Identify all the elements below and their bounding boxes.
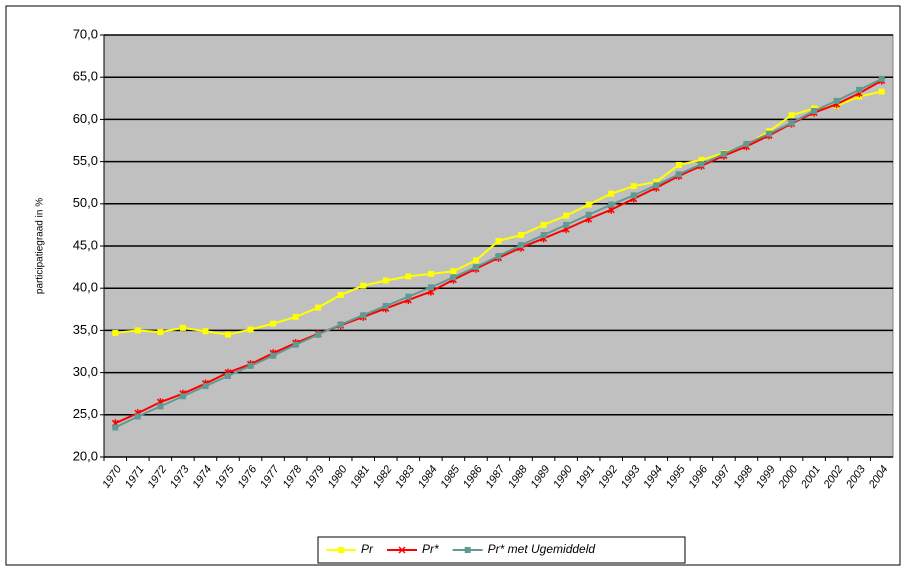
point: [450, 268, 457, 275]
point: [608, 201, 615, 208]
point: [382, 302, 389, 309]
point: [405, 293, 412, 300]
y-tick-label: 65,0: [73, 69, 98, 84]
point: [382, 277, 389, 284]
point: [833, 97, 840, 104]
y-tick-label: 55,0: [73, 153, 98, 168]
point: [247, 362, 254, 369]
point: [292, 313, 299, 320]
point: [112, 424, 119, 431]
y-tick-label: 60,0: [73, 111, 98, 126]
point: [788, 119, 795, 126]
point: [224, 372, 231, 379]
legend-label: Pr: [361, 542, 374, 556]
legend: Pr Pr* Pr* met Ugemiddeld: [317, 536, 686, 564]
y-axis-title: participatiegraad in %: [35, 198, 46, 294]
series: [112, 75, 885, 431]
point: [698, 161, 705, 168]
point: [179, 324, 186, 331]
point: [630, 183, 637, 190]
legend-label: Pr* met Ugemiddeld: [488, 542, 596, 556]
legend-label: Pr*: [422, 542, 439, 556]
point: [247, 326, 254, 333]
point: [585, 201, 592, 208]
point: [134, 327, 141, 334]
legend-marker: [398, 546, 406, 554]
point: [360, 282, 367, 289]
y-tick-label: 70,0: [73, 26, 98, 41]
point: [563, 212, 570, 219]
point: [495, 237, 502, 244]
point: [856, 86, 863, 93]
point: [811, 107, 818, 114]
point: [518, 232, 525, 239]
point: [675, 171, 682, 178]
point: [202, 328, 209, 335]
point: [450, 274, 457, 281]
y-tick-label: 35,0: [73, 322, 98, 337]
point: [518, 242, 525, 249]
point: [427, 284, 434, 291]
point: [315, 304, 322, 311]
point: [134, 413, 141, 420]
point: [608, 190, 615, 197]
y-tick-label: 25,0: [73, 406, 98, 421]
point: [315, 331, 322, 338]
point: [653, 178, 660, 185]
point: [360, 312, 367, 319]
point: [157, 403, 164, 410]
point: [337, 321, 344, 328]
point: [563, 221, 570, 228]
point: [405, 273, 412, 280]
point: [337, 291, 344, 298]
point: [292, 341, 299, 348]
point: [698, 156, 705, 163]
y-tick-label: 20,0: [73, 448, 98, 463]
point: [157, 329, 164, 336]
point: [270, 352, 277, 359]
point: [675, 161, 682, 168]
point: [179, 393, 186, 400]
point: [743, 140, 750, 147]
point: [427, 270, 434, 277]
point: [720, 151, 727, 158]
point: [653, 182, 660, 189]
point: [202, 383, 209, 390]
legend-item: Pr: [326, 542, 374, 556]
legend-marker: [464, 547, 471, 553]
y-tick-label: 45,0: [73, 237, 98, 252]
point: [495, 253, 502, 260]
point: [766, 130, 773, 137]
point: [585, 211, 592, 218]
point: [270, 320, 277, 327]
point: [540, 232, 547, 239]
point: [540, 221, 547, 228]
point: [878, 88, 885, 95]
y-tick-label: 30,0: [73, 364, 98, 379]
legend-marker: [338, 547, 344, 553]
point: [112, 329, 119, 336]
point: [878, 75, 885, 82]
point: [630, 192, 637, 199]
y-tick-label: 40,0: [73, 280, 98, 295]
point: [224, 331, 231, 338]
point: [788, 112, 795, 119]
legend-item: Pr*: [387, 542, 439, 556]
point: [472, 264, 479, 271]
point: [472, 257, 479, 264]
y-tick-label: 50,0: [73, 195, 98, 210]
legend-box: [317, 536, 686, 564]
legend-item: Pr* met Ugemiddeld: [452, 542, 596, 556]
